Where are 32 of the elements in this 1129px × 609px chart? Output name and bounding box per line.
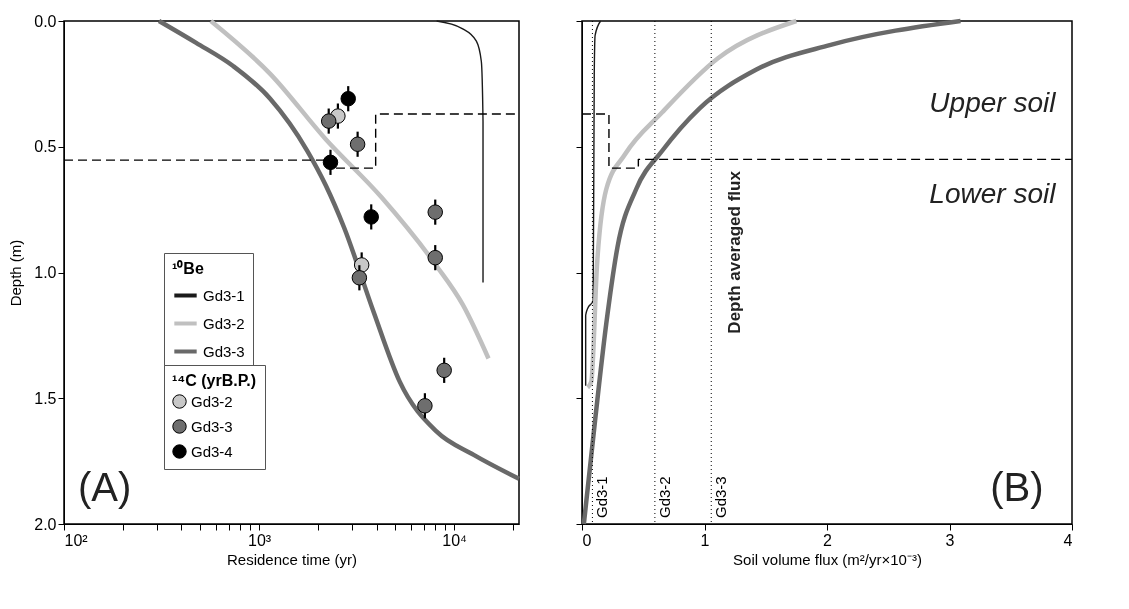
- y-axis-title: Depth (m): [7, 239, 25, 307]
- annotation: (A): [78, 464, 132, 509]
- ref-line-label: Gd3-2: [655, 476, 673, 518]
- text: ¹⁴C (yrB.P.): [172, 372, 257, 389]
- y-tick-label: 2.0: [34, 515, 57, 533]
- ref-line-label: Gd3-1: [593, 476, 611, 518]
- x-tick-label: 10⁴: [442, 531, 468, 549]
- x-tick-label: 1: [700, 531, 710, 549]
- ref-line-label: Gd3-3: [712, 476, 730, 518]
- x-axis-title: Soil volume flux (m²/yr×10⁻³): [733, 550, 922, 568]
- annotation: Depth averaged flux: [725, 170, 745, 334]
- annotation: (B): [990, 464, 1044, 509]
- legend-label: Gd3-3: [203, 342, 245, 360]
- y-tick-label: 1.5: [34, 389, 57, 407]
- legend-label: Gd3-1: [203, 286, 245, 304]
- legend-label: Gd3-2: [191, 392, 233, 410]
- x-tick-label: 0: [582, 531, 592, 549]
- legend-label: Gd3-3: [191, 417, 233, 435]
- legend-label: Gd3-4: [191, 442, 233, 460]
- annotation: Lower soil: [929, 177, 1057, 209]
- annotation: Upper soil: [929, 87, 1057, 118]
- x-tick-label: 10³: [248, 531, 272, 549]
- y-tick-label: 1.0: [34, 264, 57, 281]
- x-tick-label: 2: [823, 531, 833, 549]
- x-tick-label: 3: [945, 531, 955, 549]
- x-axis-title: Residence time (yr): [226, 550, 358, 568]
- x-tick-label: 4: [1063, 531, 1073, 549]
- legend-label: Gd3-2: [203, 314, 245, 332]
- text: ¹⁰Be: [172, 260, 204, 277]
- y-tick-label: 0.0: [34, 12, 57, 30]
- x-tick-label: 10²: [64, 531, 89, 549]
- y-tick-label: 0.5: [34, 138, 57, 156]
